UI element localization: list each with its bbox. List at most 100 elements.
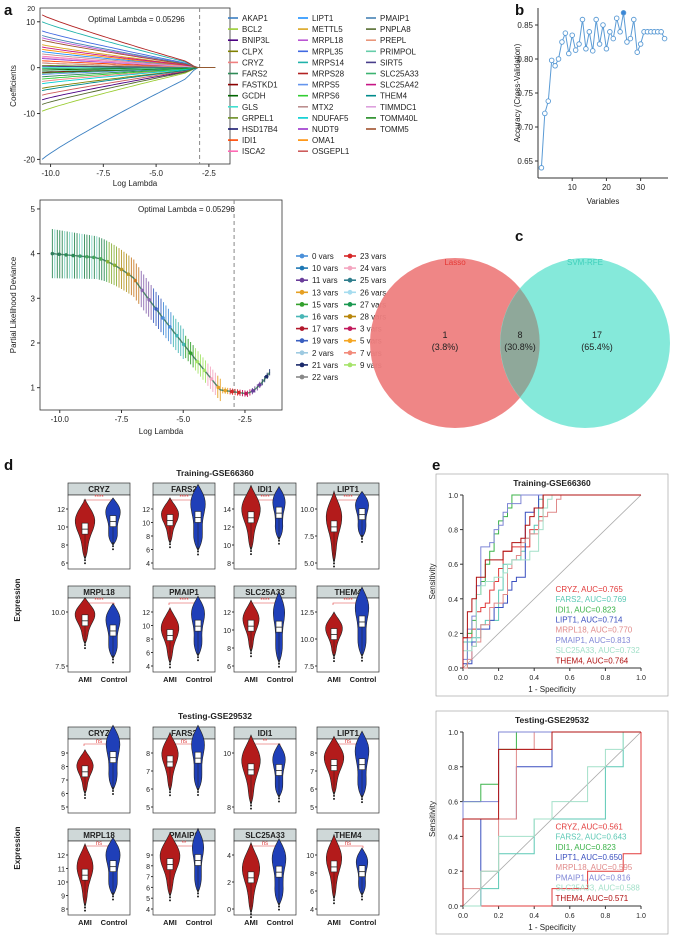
legend-label: 11 vars bbox=[312, 276, 338, 285]
outlier-point bbox=[278, 902, 280, 905]
box-iqr bbox=[275, 764, 283, 776]
legend-gene-label: THEM4 bbox=[380, 92, 408, 101]
accuracy-point bbox=[569, 32, 575, 38]
significance-label: **** bbox=[343, 598, 353, 604]
box-iqr bbox=[166, 629, 174, 641]
accuracy-point bbox=[545, 98, 552, 104]
lasso-circle bbox=[370, 258, 540, 428]
accuracy-point bbox=[593, 16, 599, 23]
x-tick-label: -5.0 bbox=[149, 169, 163, 178]
outlier-point bbox=[278, 536, 280, 539]
legend-marker bbox=[347, 277, 353, 283]
coef-path-line bbox=[41, 67, 216, 105]
best-point bbox=[620, 10, 627, 16]
x-axis-title: Variables bbox=[587, 197, 620, 206]
box-iqr bbox=[109, 624, 117, 637]
y-tick-label: 12 bbox=[223, 610, 231, 617]
y-tick-label: 4 bbox=[31, 250, 36, 259]
lasso-title: Lasso bbox=[444, 258, 466, 267]
accuracy-point bbox=[634, 49, 640, 55]
box-iqr bbox=[330, 628, 338, 640]
outlier-point bbox=[333, 899, 335, 902]
legend-gene-label: GRPEL1 bbox=[242, 114, 274, 123]
y-axis-title: Sensitivity bbox=[428, 801, 437, 837]
violin-frame bbox=[233, 840, 297, 916]
outlier-point bbox=[112, 892, 114, 895]
y-tick-label: 7 bbox=[146, 875, 150, 882]
gene-name: IDI1 bbox=[258, 729, 273, 738]
group-label-ami: AMI bbox=[163, 918, 177, 927]
legend-gene-label: MRPS28 bbox=[312, 70, 345, 79]
deviance-point bbox=[98, 257, 103, 261]
coef-path-line bbox=[41, 30, 216, 69]
x-tick-label: 1.0 bbox=[636, 675, 646, 682]
deviance-point bbox=[64, 253, 68, 257]
group-label-ami: AMI bbox=[78, 675, 92, 684]
x-tick-label: 0.8 bbox=[601, 913, 611, 920]
y-tick-label: 2 bbox=[31, 339, 36, 348]
deviance-point bbox=[251, 389, 255, 393]
y-tick-label: 6 bbox=[61, 561, 65, 568]
deviance-point bbox=[237, 390, 241, 395]
outlier-point bbox=[197, 547, 199, 550]
outlier-point bbox=[112, 898, 114, 901]
y-tick-label: 8 bbox=[61, 543, 65, 550]
legend-gene-label: SLC25A42 bbox=[380, 81, 419, 90]
x-tick-label: 0.4 bbox=[529, 913, 539, 920]
y-tick-label: 6 bbox=[146, 885, 150, 892]
x-tick-label: 0.0 bbox=[458, 913, 468, 920]
outlier-point bbox=[278, 665, 280, 668]
optimal-lambda-annotation: Optimal Lambda = 0.05296 bbox=[138, 205, 235, 214]
box-iqr bbox=[166, 755, 174, 768]
outlier-point bbox=[112, 655, 114, 658]
y-tick-label: 9 bbox=[146, 853, 150, 860]
deviance-point bbox=[181, 342, 186, 347]
accuracy-point bbox=[631, 16, 637, 23]
box-iqr bbox=[330, 759, 338, 771]
group-label-ami: AMI bbox=[78, 918, 92, 927]
accuracy-point bbox=[596, 41, 603, 47]
outlier-point bbox=[169, 899, 171, 902]
y-tick-label: 9 bbox=[61, 751, 65, 758]
y-tick-label: 8 bbox=[227, 561, 231, 568]
accuracy-line bbox=[540, 12, 666, 168]
legend-label: 23 vars bbox=[360, 252, 386, 261]
outlier-point bbox=[84, 556, 86, 559]
y-tick-label: 10 bbox=[142, 521, 150, 528]
outlier-point bbox=[333, 794, 335, 797]
outlier-point bbox=[84, 796, 86, 799]
group-label-control: Control bbox=[350, 675, 377, 684]
group-label-ami: AMI bbox=[244, 918, 258, 927]
roc-title: Testing-GSE29532 bbox=[515, 715, 589, 725]
y-tick-label: 4 bbox=[146, 907, 150, 914]
panel-label-c: c bbox=[515, 228, 524, 245]
y-tick-label: 0 bbox=[31, 64, 36, 73]
y-tick-label: 20 bbox=[27, 6, 35, 13]
roc-plot-test: Testing-GSE29532 0.00.0 0.2 0.2 0.4 0.4 0.6 0.6… bbox=[428, 710, 669, 935]
legend-gene-label: MRPS6 bbox=[312, 92, 340, 101]
roc-legend-entry: MRPL18, AUC=0.770 bbox=[556, 626, 633, 635]
outlier-point bbox=[361, 795, 363, 798]
outlier-point bbox=[84, 903, 86, 906]
y-tick-label: 10 bbox=[142, 624, 150, 631]
x-axis-title: Log Lambda bbox=[113, 179, 158, 188]
y-tick-label: 12 bbox=[57, 853, 65, 860]
svm-only-pct: (65.4%) bbox=[581, 342, 613, 352]
box-iqr bbox=[247, 619, 255, 632]
roc-legend-entry: MRPL18, AUC=0.595 bbox=[556, 863, 633, 872]
roc-plot-train: Training-GSE66360 0.00.0 0.2 0.2 0.4 0.4 0.6 0.… bbox=[428, 473, 669, 697]
y-tick-label: 6 bbox=[310, 787, 314, 794]
gene-name: MRPL18 bbox=[83, 831, 115, 840]
roc-legend-entry: IDI1, AUC=0.823 bbox=[556, 843, 617, 852]
legend-marker bbox=[347, 314, 353, 319]
y-tick-label: 12.5 bbox=[300, 610, 314, 617]
outlier-point bbox=[169, 660, 171, 663]
accuracy-plot: 10 20 30 0.85 0.80 0.75 0.70 0.65 Variables Accur… bbox=[513, 8, 668, 206]
outlier-point bbox=[278, 908, 280, 911]
legend-label: 0 vars bbox=[312, 252, 334, 261]
box-iqr bbox=[247, 871, 255, 884]
legend-gene-label: TIMMDC1 bbox=[380, 103, 417, 112]
y-tick-label: 12 bbox=[223, 525, 231, 532]
y-tick-label: 8 bbox=[310, 751, 314, 758]
deviance-point bbox=[209, 377, 214, 381]
